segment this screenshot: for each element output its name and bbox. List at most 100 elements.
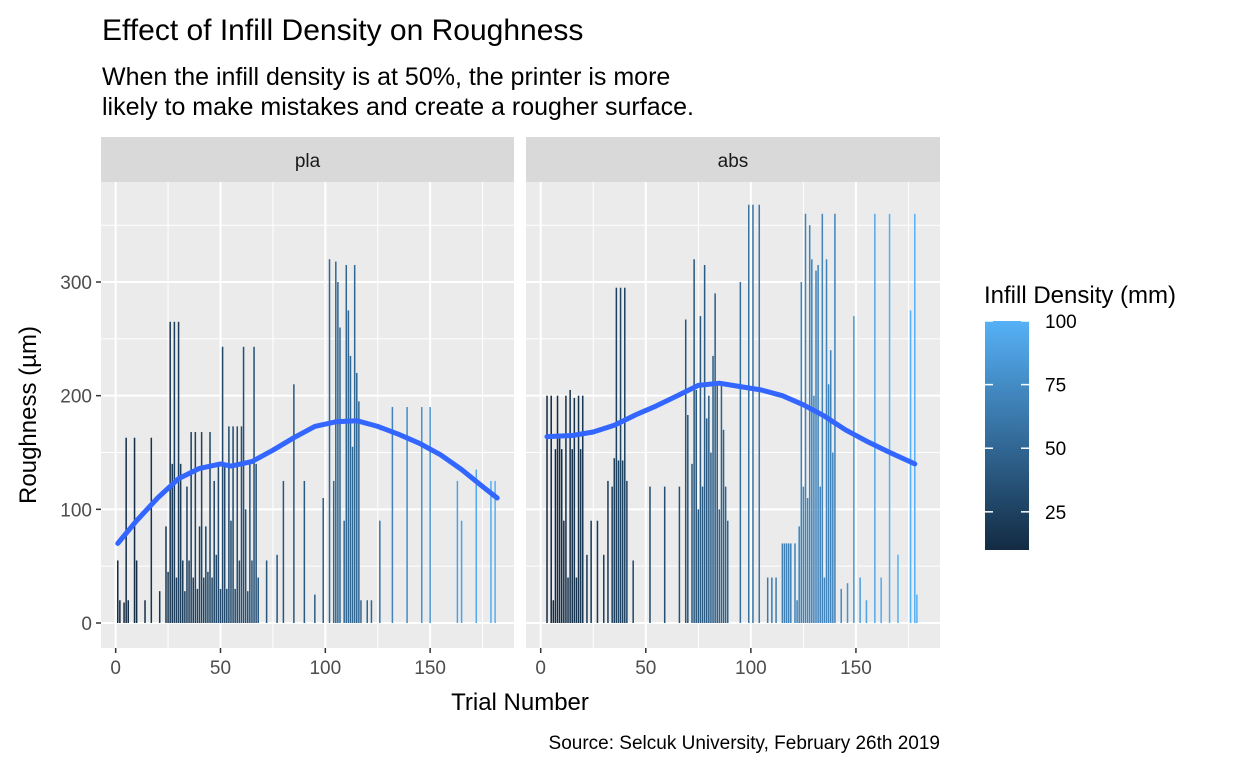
bar	[697, 509, 700, 623]
bar	[684, 319, 687, 623]
bar	[611, 486, 613, 623]
bar	[832, 452, 834, 623]
bar	[293, 384, 295, 623]
bar	[192, 577, 194, 623]
bar	[766, 577, 769, 623]
bar	[207, 571, 209, 623]
legend-title: Infill Density (mm)	[984, 282, 1176, 309]
bar	[186, 486, 188, 623]
x-tick-label: 150	[414, 658, 446, 679]
bar	[303, 480, 306, 623]
bar	[158, 591, 161, 623]
bar	[117, 560, 119, 623]
bar	[916, 594, 918, 623]
bar	[556, 395, 559, 623]
bar	[314, 594, 316, 623]
bar	[353, 264, 356, 623]
bar	[209, 432, 211, 623]
bar	[817, 264, 819, 623]
bar	[202, 577, 205, 623]
bar	[167, 571, 169, 623]
bar	[211, 577, 213, 623]
bar	[358, 401, 360, 623]
bar	[238, 560, 241, 623]
bar	[590, 520, 592, 623]
bar	[813, 395, 815, 623]
bar	[221, 346, 224, 623]
bar	[219, 588, 222, 623]
bar	[748, 204, 750, 623]
bar	[716, 384, 718, 623]
bar	[632, 560, 634, 623]
bars-pla	[117, 259, 496, 623]
bar	[565, 395, 567, 623]
y-tick-label: 200	[60, 387, 92, 408]
bar	[823, 577, 826, 623]
bar	[714, 293, 716, 623]
bar	[366, 600, 368, 623]
bar	[550, 395, 552, 623]
bar	[490, 480, 492, 623]
bar	[196, 588, 199, 623]
bar	[182, 560, 184, 623]
bar	[821, 213, 824, 623]
bar	[752, 204, 754, 623]
bar	[563, 520, 565, 623]
bar	[144, 600, 146, 623]
bar	[456, 480, 459, 623]
plot-background-pla	[101, 182, 514, 648]
bar	[615, 287, 618, 623]
strip-pla-background	[101, 137, 514, 182]
bar	[337, 282, 339, 623]
bar	[859, 577, 861, 623]
bar	[701, 486, 704, 623]
bar	[874, 213, 876, 623]
bar	[228, 426, 230, 623]
bar	[796, 600, 798, 623]
panel-pla: pla	[101, 137, 514, 648]
bar	[621, 460, 624, 623]
bar	[356, 372, 358, 623]
y-tick-label: 100	[60, 500, 92, 521]
x-axis-label: Trial Number	[451, 689, 589, 716]
gridlines-pla	[101, 182, 514, 648]
bar	[575, 577, 578, 623]
bar	[720, 384, 723, 623]
bar	[558, 437, 561, 623]
bar	[571, 449, 573, 623]
bar	[165, 526, 167, 623]
bar	[257, 577, 259, 623]
bar	[888, 213, 891, 623]
bar	[815, 270, 817, 623]
bar	[184, 591, 186, 623]
bar	[775, 577, 777, 623]
bar	[581, 395, 584, 623]
bar	[703, 264, 706, 623]
bar	[421, 407, 423, 623]
bar	[391, 407, 394, 623]
bar	[251, 560, 253, 623]
legend-tick-label: 25	[1045, 503, 1066, 524]
bar	[171, 463, 174, 623]
bar	[347, 310, 350, 623]
bar	[712, 355, 714, 623]
legend-colorbar	[985, 321, 1029, 550]
bar	[560, 449, 563, 623]
bar	[370, 600, 373, 623]
bar	[739, 282, 742, 623]
bar	[819, 486, 821, 623]
bar	[617, 460, 620, 623]
bar	[577, 395, 580, 623]
bar	[133, 437, 136, 623]
bar	[345, 264, 348, 623]
bar	[460, 520, 463, 623]
bar	[880, 577, 882, 623]
bar	[790, 543, 792, 623]
bar	[802, 486, 805, 623]
bar	[236, 426, 239, 623]
bar	[328, 259, 331, 623]
bar	[829, 350, 832, 623]
bar	[586, 554, 588, 623]
bar	[596, 520, 599, 623]
bar	[123, 602, 125, 623]
